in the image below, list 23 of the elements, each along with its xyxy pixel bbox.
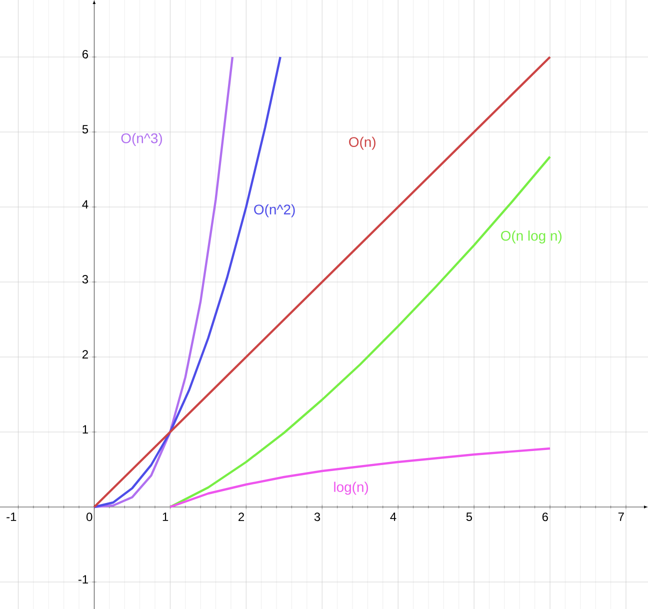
y-tick-label: 3 bbox=[82, 275, 88, 284]
line-series bbox=[169, 156, 552, 508]
series-label: O(n^2) bbox=[254, 204, 295, 218]
line-series bbox=[93, 56, 234, 508]
y-tick-label: 4 bbox=[82, 200, 88, 208]
y-tick-label: 1 bbox=[82, 425, 88, 434]
y-tick-label: -1 bbox=[78, 575, 88, 584]
x-tick-label: 4 bbox=[390, 512, 396, 521]
x-tick-label: 1 bbox=[162, 512, 168, 521]
x-tick-label: 2 bbox=[238, 512, 244, 521]
y-tick-label: 5 bbox=[82, 125, 88, 134]
x-tick-label: 6 bbox=[542, 512, 548, 522]
text: O(n) bbox=[349, 136, 376, 150]
x-tick-label: 5 bbox=[466, 512, 472, 521]
series-label: log(n) bbox=[334, 482, 368, 495]
x-tick-label: -1 bbox=[6, 512, 16, 521]
text: O(n^3) bbox=[121, 133, 162, 146]
y-tick-label: 6 bbox=[82, 50, 88, 58]
y-tick-label: 2 bbox=[82, 350, 88, 358]
x-tick-label: 7 bbox=[618, 512, 624, 521]
x-tick-label: 3 bbox=[314, 512, 320, 522]
series-label: O(n log n) bbox=[501, 230, 562, 244]
x-tick-label: 0 bbox=[86, 512, 92, 522]
